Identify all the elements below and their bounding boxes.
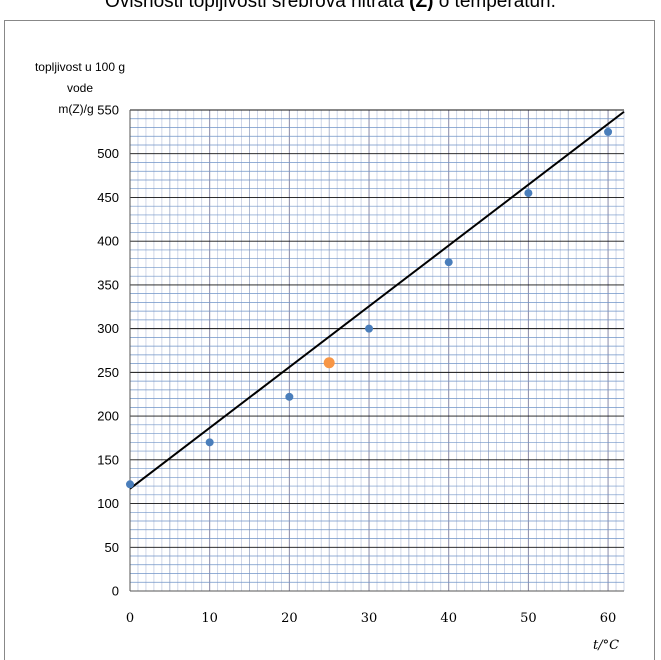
y-tick-label: 550 [97, 103, 119, 118]
data-point [285, 392, 294, 401]
title-text-end: o temperaturi. [433, 0, 556, 12]
y-axis-title-line: m(Z)/g [58, 102, 93, 116]
trendline-path [129, 110, 625, 490]
x-tick-label: 0 [126, 611, 134, 626]
title-text-start: Ovisnosti topljivosti srebrova nitrata [105, 0, 410, 12]
y-tick-label: 400 [97, 234, 119, 249]
y-tick-label: 100 [97, 496, 119, 511]
x-tick-label: 50 [520, 611, 537, 626]
y-tick-label: 150 [97, 452, 119, 467]
x-tick-label: 20 [281, 611, 298, 626]
chart-title: Ovisnosti topljivosti srebrova nitrata (… [0, 0, 661, 13]
data-point [205, 438, 214, 447]
title-text-bold: (Z) [409, 0, 434, 12]
data-point [604, 127, 613, 136]
y-axis-title: topljivost u 100 g vode m(Z)/g [35, 60, 125, 116]
y-tick-label: 450 [97, 190, 119, 205]
chart-grid [129, 109, 625, 592]
y-tick-label: 50 [105, 540, 119, 555]
data-point [126, 480, 134, 489]
data-point [444, 258, 453, 267]
y-tick-label: 500 [97, 146, 119, 161]
data-points [126, 127, 613, 489]
x-tick-label: 10 [201, 611, 218, 626]
data-point [365, 324, 374, 333]
x-axis-title-text: t/°C [593, 638, 619, 653]
x-axis-ticks: 0 10 20 30 40 50 60 [126, 611, 616, 626]
y-axis-ticks: 0 50 100 150 200 250 300 350 400 450 500 550 [97, 103, 119, 599]
x-tick-label: 40 [440, 611, 457, 626]
y-axis-title-line: topljivost u 100 g [35, 60, 125, 74]
x-axis-title: t/°C [593, 638, 619, 653]
y-tick-label: 200 [97, 409, 119, 424]
chart-frame [4, 20, 655, 660]
x-tick-label: 30 [361, 611, 378, 626]
y-tick-label: 0 [112, 584, 119, 599]
trendline [129, 110, 625, 490]
y-tick-label: 300 [97, 321, 119, 336]
x-tick-label: 60 [600, 611, 617, 626]
y-tick-label: 350 [97, 277, 119, 292]
chart-axes [129, 110, 624, 592]
y-tick-label: 250 [97, 365, 119, 380]
y-axis-title-line: vode [67, 81, 93, 95]
highlight-point [323, 357, 335, 369]
data-point [524, 189, 533, 198]
